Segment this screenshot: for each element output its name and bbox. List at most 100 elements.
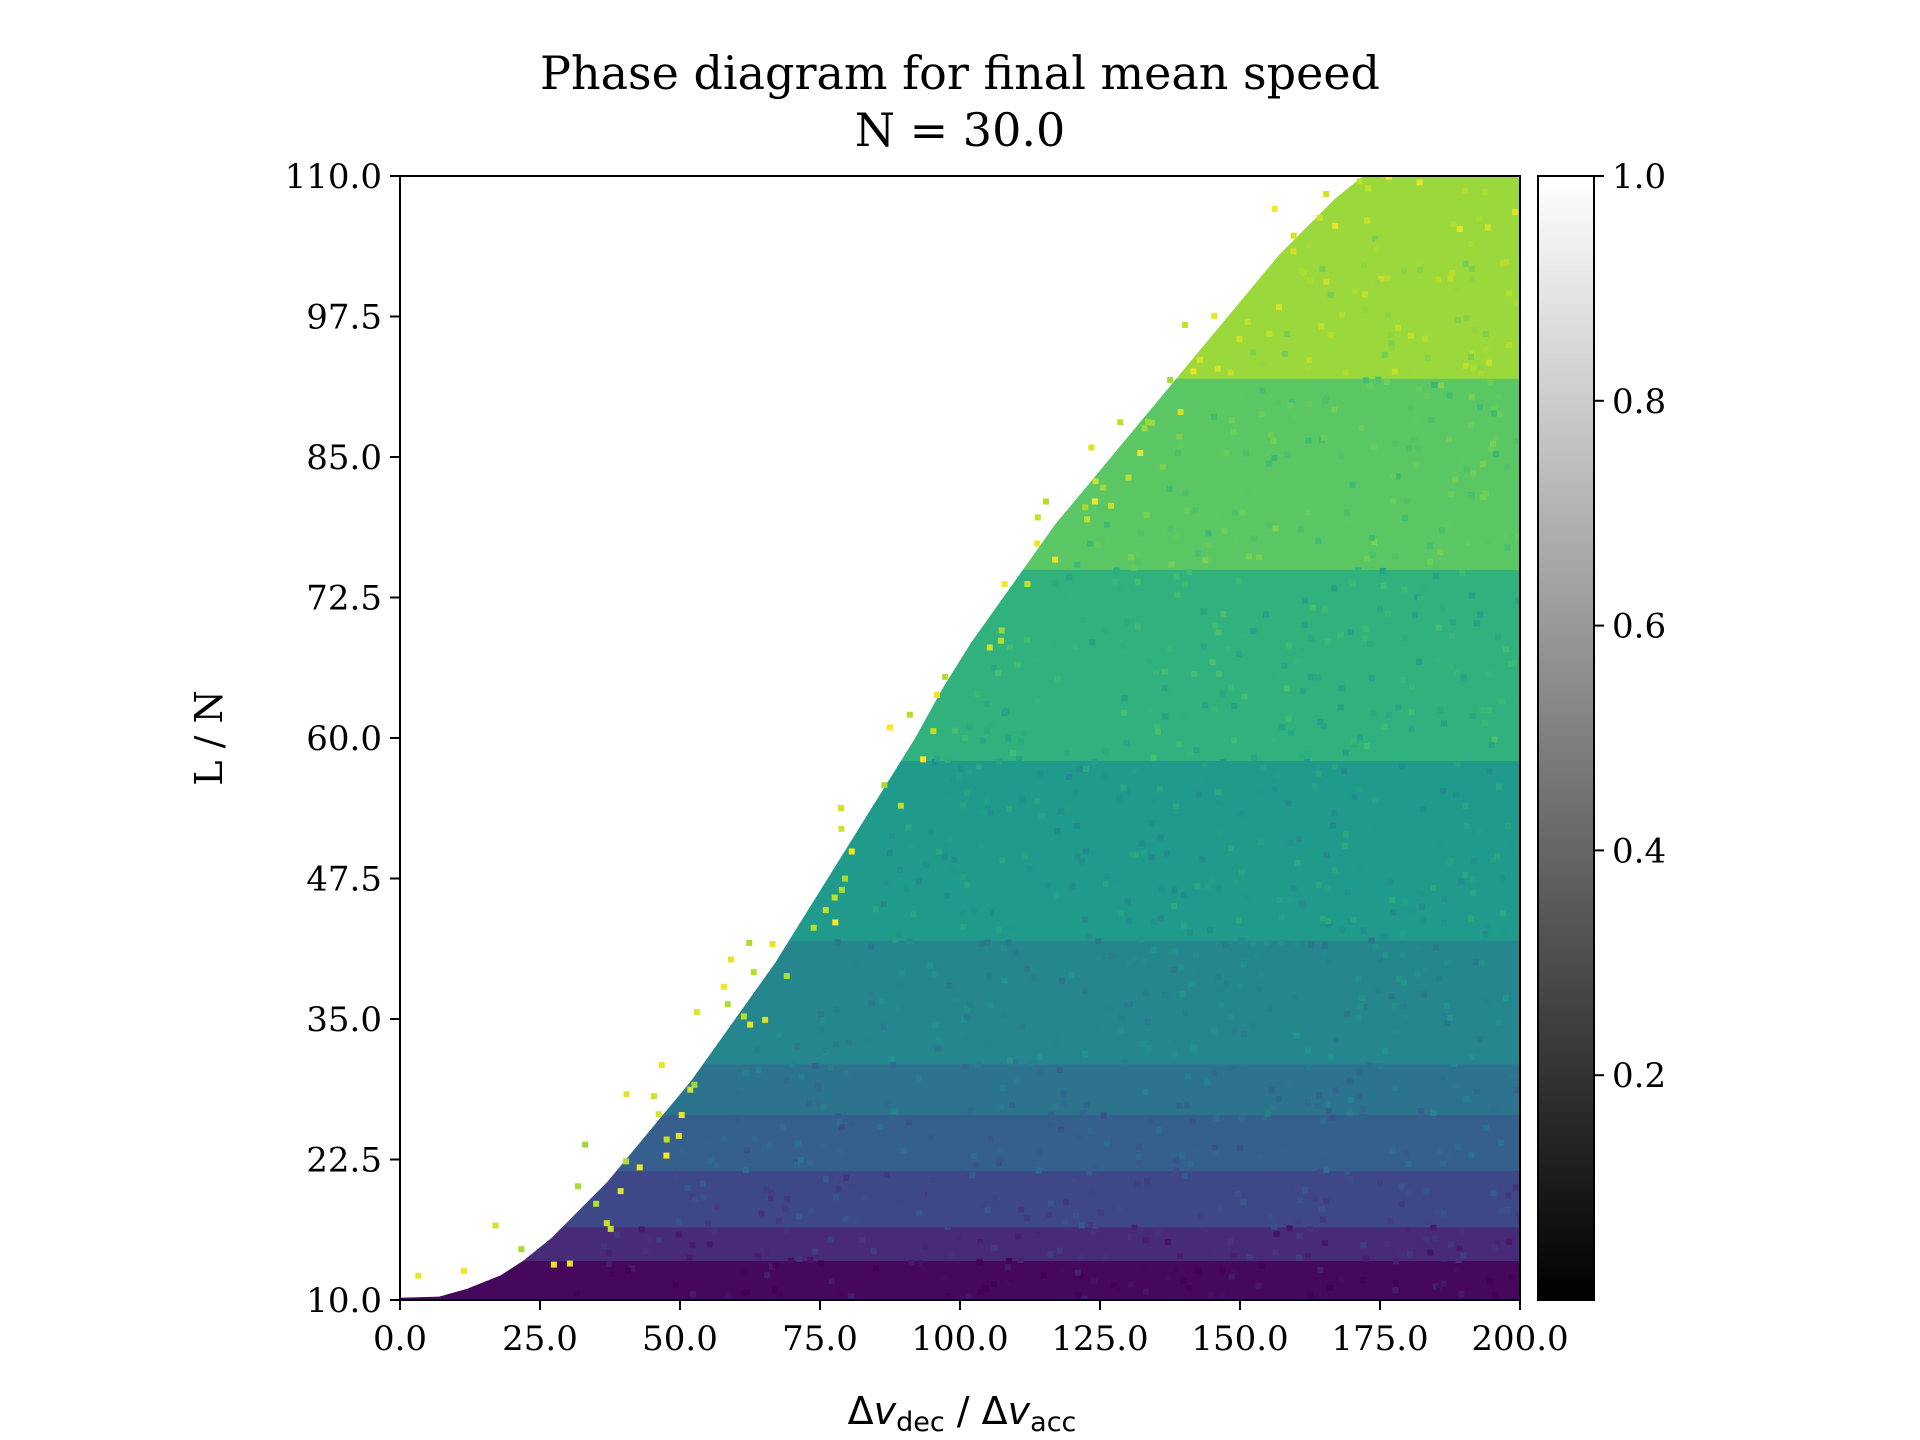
heatmap-cell <box>985 1040 992 1046</box>
heatmap-cell <box>919 1192 926 1199</box>
heatmap-cell <box>1184 1073 1191 1080</box>
heatmap-cell <box>1081 988 1088 995</box>
heatmap-cell <box>1450 619 1457 626</box>
heatmap-cell <box>1377 1063 1384 1069</box>
heatmap-cell <box>1512 208 1519 215</box>
heatmap-cell <box>670 1204 677 1211</box>
heatmap-cell <box>998 627 1005 634</box>
heatmap-cell <box>848 848 855 855</box>
heatmap-cell <box>1125 474 1132 481</box>
heatmap-cell <box>721 983 727 990</box>
heatmap-cell <box>880 901 887 908</box>
heatmap-cell <box>1034 1231 1041 1238</box>
heatmap-cell <box>1498 1139 1505 1146</box>
heatmap-cell <box>1231 369 1237 376</box>
heatmap-cell <box>1380 582 1387 589</box>
heatmap-cell <box>1405 1226 1412 1233</box>
heatmap-cell <box>1227 684 1234 691</box>
heatmap-cell <box>986 644 993 651</box>
heatmap-cell <box>1411 437 1418 443</box>
heatmap-cell <box>1148 419 1155 426</box>
heatmap-cell <box>1375 376 1382 383</box>
heatmap-cell <box>1323 1166 1330 1173</box>
heatmap-cell <box>1010 749 1016 756</box>
heatmap-cell <box>1504 1206 1511 1213</box>
heatmap-cell <box>1417 595 1424 602</box>
heatmap-cell <box>1214 365 1221 372</box>
heatmap-cell <box>1256 554 1262 561</box>
y-tick-label: 97.5 <box>306 298 382 338</box>
heatmap-cell <box>797 1156 804 1163</box>
heatmap-cell <box>1235 578 1242 584</box>
heatmap-cell <box>1121 709 1128 716</box>
heatmap-cell <box>1300 688 1307 695</box>
heatmap-cell <box>1081 916 1088 923</box>
y-tick-label: 72.5 <box>306 579 382 619</box>
heatmap-cell <box>1162 713 1169 720</box>
heatmap-cell <box>1035 1167 1042 1174</box>
heatmap-cell <box>707 1157 714 1164</box>
heatmap-cell <box>775 1296 782 1300</box>
heatmap-cell <box>1135 1159 1142 1166</box>
heatmap-cell <box>1427 1249 1434 1256</box>
heatmap-cell <box>1388 332 1395 339</box>
heatmap-cell <box>1097 1209 1104 1216</box>
heatmap-cell <box>997 637 1004 644</box>
heatmap-cell <box>993 910 1000 916</box>
heatmap-cell <box>1088 1024 1095 1031</box>
heatmap-cell <box>838 1124 845 1131</box>
heatmap-cell <box>1241 632 1248 639</box>
heatmap-cell <box>1034 514 1041 521</box>
heatmap-cell <box>779 1123 786 1130</box>
heatmap-cell <box>1134 551 1141 558</box>
heatmap-cell <box>1058 1126 1064 1133</box>
heatmap-cell <box>1288 398 1295 405</box>
heatmap-cell <box>1134 558 1141 565</box>
heatmap-cell <box>1143 511 1150 518</box>
heatmap-cell <box>1291 994 1298 1001</box>
heatmap-cell <box>1099 1025 1106 1032</box>
heatmap-cell <box>1170 966 1177 973</box>
heatmap-cell <box>582 1141 589 1148</box>
heatmap-cell <box>1244 486 1251 493</box>
heatmap-cell <box>1085 933 1092 940</box>
heatmap-cell <box>1294 941 1301 948</box>
heatmap-cell <box>1036 1069 1043 1076</box>
heatmap-cell <box>1167 525 1174 532</box>
heatmap-cell <box>600 1243 607 1250</box>
heatmap-cell <box>960 923 967 930</box>
heatmap-cell <box>944 1292 951 1299</box>
heatmap-cell <box>1400 267 1407 274</box>
heatmap-cell <box>1408 404 1415 411</box>
heatmap-cell <box>936 848 943 855</box>
heatmap-cell <box>1403 1150 1410 1157</box>
heatmap-cell <box>1342 749 1349 756</box>
heatmap-cell <box>1347 1176 1354 1183</box>
heatmap-cell <box>1337 631 1344 638</box>
heatmap-cell <box>1153 723 1160 730</box>
heatmap-cell <box>1316 1092 1323 1099</box>
heatmap-cell <box>1342 1179 1349 1186</box>
heatmap-cell <box>1090 1229 1097 1236</box>
heatmap-cell <box>1389 1147 1396 1154</box>
heatmap-cell <box>1211 1144 1218 1151</box>
heatmap-cell <box>962 1063 969 1070</box>
heatmap-cell <box>852 1072 858 1079</box>
heatmap-cell <box>1460 1252 1467 1259</box>
heatmap-cell <box>897 802 904 809</box>
heatmap-cell <box>1156 1127 1163 1134</box>
heatmap-cell <box>984 939 991 946</box>
heatmap-cell <box>1499 875 1506 882</box>
heatmap-cell <box>1412 372 1419 378</box>
heatmap-cell <box>1117 795 1124 802</box>
heatmap-cell <box>1463 466 1470 473</box>
heatmap-cell <box>742 1269 749 1276</box>
heatmap-cell <box>1341 843 1348 850</box>
heatmap-cell <box>1215 799 1222 806</box>
heatmap-cell <box>1304 1099 1311 1106</box>
heatmap-cell <box>999 857 1006 864</box>
heatmap-cell <box>1508 661 1514 667</box>
heatmap-cell <box>1054 676 1061 683</box>
heatmap-cell <box>987 722 994 729</box>
heatmap-cell <box>1315 882 1322 888</box>
